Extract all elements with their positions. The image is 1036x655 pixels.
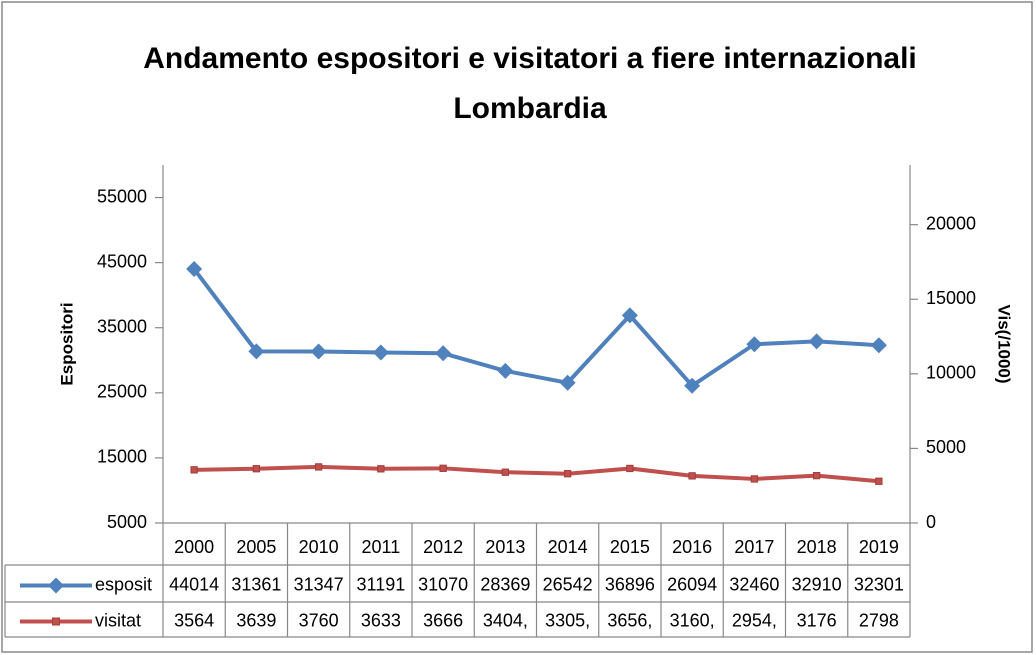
table-value: 26542 [543,574,593,594]
y2-tick-label: 0 [926,512,936,532]
point-marker [497,362,514,379]
table-value: 31191 [357,574,406,594]
point-marker [314,463,323,471]
point-marker [435,345,452,362]
y2-tick-label: 20000 [926,213,976,233]
point-marker [439,464,447,472]
point-marker [248,343,265,360]
table-value: 32301 [854,574,904,594]
point-marker [559,374,576,391]
y2-axis-title: Vis(/1000) [995,304,1014,383]
x-tick-label: 2010 [299,537,339,557]
legend-marker [48,577,64,594]
table-value: 32460 [729,574,779,594]
legend-label: visitat [95,610,141,630]
legend-marker [52,617,60,626]
point-marker [688,472,696,480]
x-tick-label: 2000 [174,537,214,557]
x-tick-label: 2017 [734,537,774,557]
x-tick-label: 2011 [362,537,401,557]
table-value: 28369 [480,574,530,594]
x-tick-label: 2018 [797,537,837,557]
point-marker [746,336,763,353]
point-marker [875,477,883,485]
y-tick-label: 25000 [97,382,147,402]
point-marker [870,337,887,354]
y-tick-label: 55000 [97,186,147,206]
y2-tick-label: 15000 [926,288,976,308]
table-value: 3564 [174,610,214,630]
y-tick-label: 5000 [107,512,147,532]
point-marker [563,470,572,478]
y2-tick-label: 10000 [926,363,976,383]
table-value: 3639 [236,610,276,630]
x-tick-label: 2014 [548,537,588,557]
point-marker [808,333,825,350]
table-value: 3176 [797,610,837,630]
y-tick-label: 45000 [97,251,147,271]
point-marker [252,465,261,473]
point-marker [684,377,701,394]
table-value: 3760 [299,610,339,630]
point-marker [377,465,385,473]
point-marker [190,466,198,474]
table-value: 26094 [667,574,717,594]
table-value: 3160, [670,610,715,630]
y-tick-label: 15000 [97,447,147,467]
table-value: 31070 [418,574,468,594]
x-tick-label: 2015 [610,537,650,557]
table-value: 3404, [483,610,528,630]
table-value: 2954, [732,610,777,630]
table-value: 3305, [545,610,590,630]
table-value: 36896 [605,574,655,594]
y-tick-label: 35000 [97,316,147,336]
table-value: 3633 [361,610,401,630]
point-marker [750,475,759,483]
table-value: 3666 [423,610,463,630]
y2-tick-label: 5000 [926,437,966,457]
y-axis-title: Espositori [57,302,76,385]
point-marker [626,464,634,473]
x-tick-label: 2013 [485,537,525,557]
chart-title: Lombardia [453,92,607,125]
legend-label: esposit [95,574,152,594]
table-value: 31347 [294,574,344,594]
point-marker [621,307,638,324]
table-value: 31361 [231,574,281,594]
series-line [194,464,880,484]
series-line [192,267,880,388]
point-marker [501,468,510,476]
table-value: 3656, [607,610,652,630]
x-tick-label: 2016 [672,537,712,557]
point-marker [186,261,203,278]
x-tick-label: 2019 [859,537,899,557]
point-marker [372,344,389,361]
x-tick-label: 2005 [236,537,276,557]
table-value: 2798 [859,610,899,630]
point-marker [812,471,821,480]
x-tick-label: 2012 [423,537,463,557]
point-marker [310,343,327,360]
table-value: 44014 [169,574,219,594]
table-value: 32910 [792,574,842,594]
chart-title: Andamento espositori e visitatori a fier… [143,42,917,75]
